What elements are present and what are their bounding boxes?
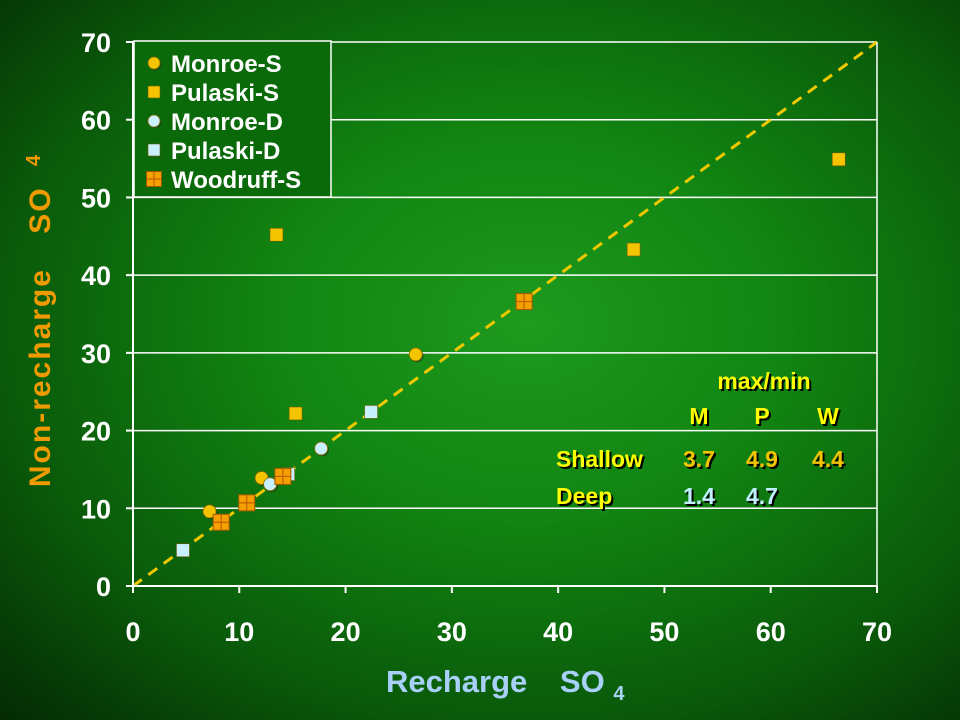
- x-axis-label-subscript: 4: [613, 683, 625, 705]
- point-monroe-d: [314, 441, 329, 456]
- x-axis-label-text: Recharge: [386, 664, 527, 699]
- point-pulaski-s: [831, 152, 846, 167]
- svg-text:Shallow: Shallow: [558, 448, 645, 474]
- x-tick-label: 20: [331, 617, 361, 647]
- x-tick-label: 40: [543, 617, 573, 647]
- annotation-value-shallow-w: 4.4: [812, 446, 844, 472]
- svg-text:Non-recharge SO 4: Non-recharge SO 4: [23, 153, 57, 487]
- x-axis-label-species: SO: [560, 664, 605, 699]
- y-tick-label: 50: [81, 183, 111, 213]
- svg-text:P: P: [756, 405, 771, 431]
- legend-label-pulaski-d: Pulaski-D: [171, 138, 280, 165]
- annotation-column-w: W: [817, 403, 839, 429]
- x-tick-label: 10: [224, 617, 254, 647]
- legend-label-woodruff-s: Woodruff-S: [171, 167, 301, 194]
- y-tick-label: 60: [81, 106, 111, 136]
- y-tick-label: 70: [81, 28, 111, 58]
- y-tick-label: 20: [81, 417, 111, 447]
- y-axis-label: Non-recharge SO 4: [23, 153, 57, 487]
- annotation-title-shadow: max/min: [719, 370, 812, 396]
- legend-marker-monroe-s: [147, 56, 161, 70]
- y-tick-label: 10: [81, 494, 111, 524]
- svg-text:M: M: [691, 405, 710, 431]
- point-pulaski-d: [176, 543, 190, 558]
- y-axis-label-subscript: 4: [23, 153, 45, 166]
- x-axis-label: Recharge SO 4: [386, 664, 625, 705]
- legend: Monroe-SPulaski-SMonroe-DPulaski-DWoodru…: [133, 40, 332, 198]
- annotation-value-shallow-p: 4.9: [746, 446, 778, 472]
- point-pulaski-s: [626, 242, 641, 257]
- annotation-value-deep-m: 1.4: [683, 483, 715, 509]
- axes: [126, 41, 878, 593]
- annotation-title: max/min: [717, 368, 810, 394]
- y-tick-label: 40: [81, 261, 111, 291]
- svg-text:4.4: 4.4: [814, 448, 846, 474]
- annotation-column-p: P: [754, 403, 769, 429]
- point-pulaski-s: [288, 406, 303, 421]
- legend-label-pulaski-s: Pulaski-S: [171, 80, 279, 107]
- annotation-value-deep-p: 4.7: [746, 483, 778, 509]
- annotation-column-m: M: [689, 403, 708, 429]
- svg-text:4.7: 4.7: [748, 485, 780, 511]
- point-pulaski-d: [364, 405, 378, 419]
- svg-text:Recharge SO 4: Recharge SO 4: [386, 664, 625, 705]
- legend-marker-monroe-d: [147, 114, 161, 128]
- svg-text:3.7: 3.7: [685, 448, 717, 474]
- point-monroe-s: [408, 347, 423, 362]
- x-tick-label: 60: [756, 617, 786, 647]
- legend-label-monroe-s: Monroe-S: [171, 51, 282, 78]
- svg-text:1.4: 1.4: [685, 485, 717, 511]
- y-tick-label: 30: [81, 339, 111, 369]
- y-tick-labels: 0 10 20 30 40 50 60 70: [81, 28, 111, 602]
- legend-label-monroe-d: Monroe-D: [171, 109, 283, 136]
- point-pulaski-s: [269, 227, 284, 242]
- x-tick-label: 0: [125, 617, 140, 647]
- annotation-row-deep: Deep: [556, 483, 612, 509]
- svg-text:4.9: 4.9: [748, 448, 780, 474]
- y-axis-label-text: Non-recharge: [24, 268, 57, 487]
- annotation-row-shallow: Shallow: [556, 446, 643, 472]
- reference-line: [132, 40, 878, 588]
- x-tick-label: 30: [437, 617, 467, 647]
- svg-text:W: W: [819, 405, 841, 431]
- annotation-value-shallow-m: 3.7: [683, 446, 715, 472]
- data-points: [176, 152, 846, 558]
- svg-text:Deep: Deep: [558, 485, 614, 511]
- one-to-one-line: [132, 40, 878, 588]
- legend-marker-pulaski-d: [147, 143, 161, 157]
- x-tick-label: 70: [862, 617, 892, 647]
- x-tick-labels: 0 10 20 30 40 50 60 70: [125, 617, 892, 647]
- y-tick-label: 0: [96, 572, 111, 602]
- legend-box: [133, 40, 332, 198]
- x-tick-label: 50: [649, 617, 679, 647]
- legend-marker-pulaski-s: [147, 85, 161, 99]
- y-axis-label-species: SO: [24, 186, 57, 233]
